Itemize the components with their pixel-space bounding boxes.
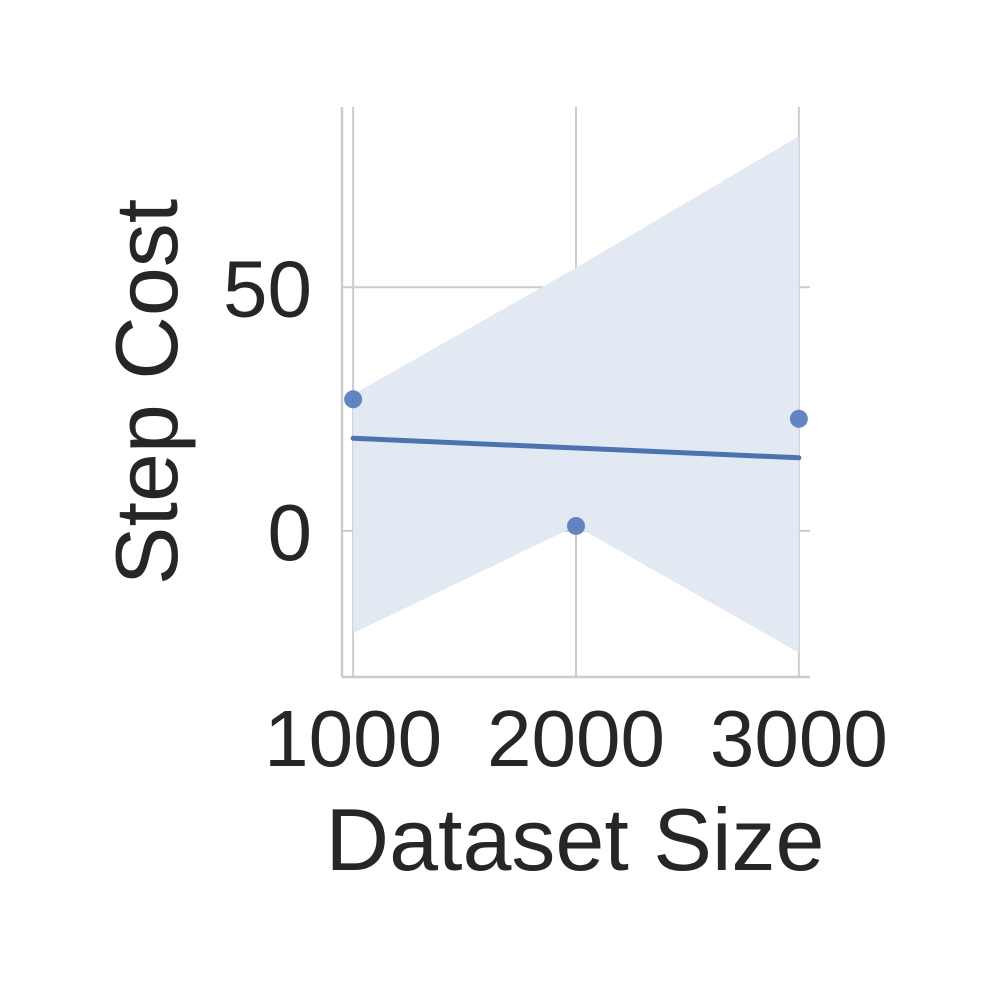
data-point <box>789 409 808 428</box>
x-tick-label: 3000 <box>710 694 888 783</box>
band-layer <box>353 136 799 653</box>
line-layer <box>350 435 802 461</box>
data-point <box>567 516 585 535</box>
data-point <box>344 390 363 409</box>
y-tick-label: 0 <box>268 488 313 577</box>
point-layer <box>344 390 808 535</box>
confidence-band <box>353 136 799 653</box>
x-tick-label: 2000 <box>487 694 665 783</box>
x-axis-label: Dataset Size <box>326 790 825 889</box>
regression-line <box>350 435 802 461</box>
spine-layer <box>340 107 810 679</box>
x-tick-label: 1000 <box>264 694 442 783</box>
y-axis-label: Step Cost <box>97 199 196 585</box>
y-tick-label: 50 <box>223 244 312 333</box>
tick-layer: 1000 2000 3000 0 50 <box>223 244 888 783</box>
